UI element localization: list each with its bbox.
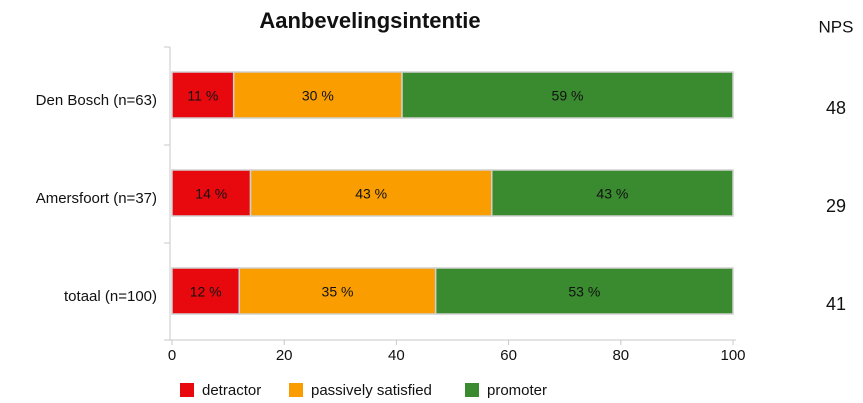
legend-label: promoter (487, 382, 547, 399)
y-tick-label: totaal (n=100) (64, 288, 157, 305)
legend-swatch (180, 383, 194, 397)
legend-label: detractor (202, 382, 261, 399)
data-label: 35 % (322, 284, 354, 300)
data-label: 30 % (302, 88, 334, 104)
bar-segment (434, 267, 734, 315)
x-tick-label: 20 (276, 347, 293, 364)
bar-segment (171, 169, 252, 217)
data-label: 43 % (355, 186, 387, 202)
bar-segment (249, 169, 493, 217)
data-label: 53 % (568, 284, 600, 300)
data-label: 59 % (552, 88, 584, 104)
x-tick-label: 0 (168, 347, 176, 364)
nps-value: 41 (826, 294, 846, 314)
bar-segment (491, 169, 734, 217)
data-label: 43 % (596, 186, 628, 202)
legend-label: passively satisfied (311, 382, 432, 399)
x-tick-label: 60 (500, 347, 517, 364)
legend-swatch (289, 383, 303, 397)
bar-segment (171, 71, 235, 119)
nps-header: NPS (819, 17, 854, 36)
chart-title: Aanbevelingsintentie (259, 8, 480, 33)
y-tick-label: Den Bosch (n=63) (36, 92, 157, 109)
nps-value: 29 (826, 196, 846, 216)
data-label: 14 % (195, 186, 227, 202)
nps-value: 48 (826, 98, 846, 118)
bar-segment (401, 71, 734, 119)
x-tick-label: 100 (720, 347, 745, 364)
data-label: 11 % (187, 88, 218, 104)
legend-swatch (465, 383, 479, 397)
bar-segment (171, 267, 241, 315)
bar-segment (232, 71, 403, 119)
x-tick-label: 80 (612, 347, 629, 364)
y-tick-label: Amersfoort (n=37) (36, 190, 157, 207)
x-tick-label: 40 (388, 347, 405, 364)
data-label: 12 % (190, 284, 222, 300)
